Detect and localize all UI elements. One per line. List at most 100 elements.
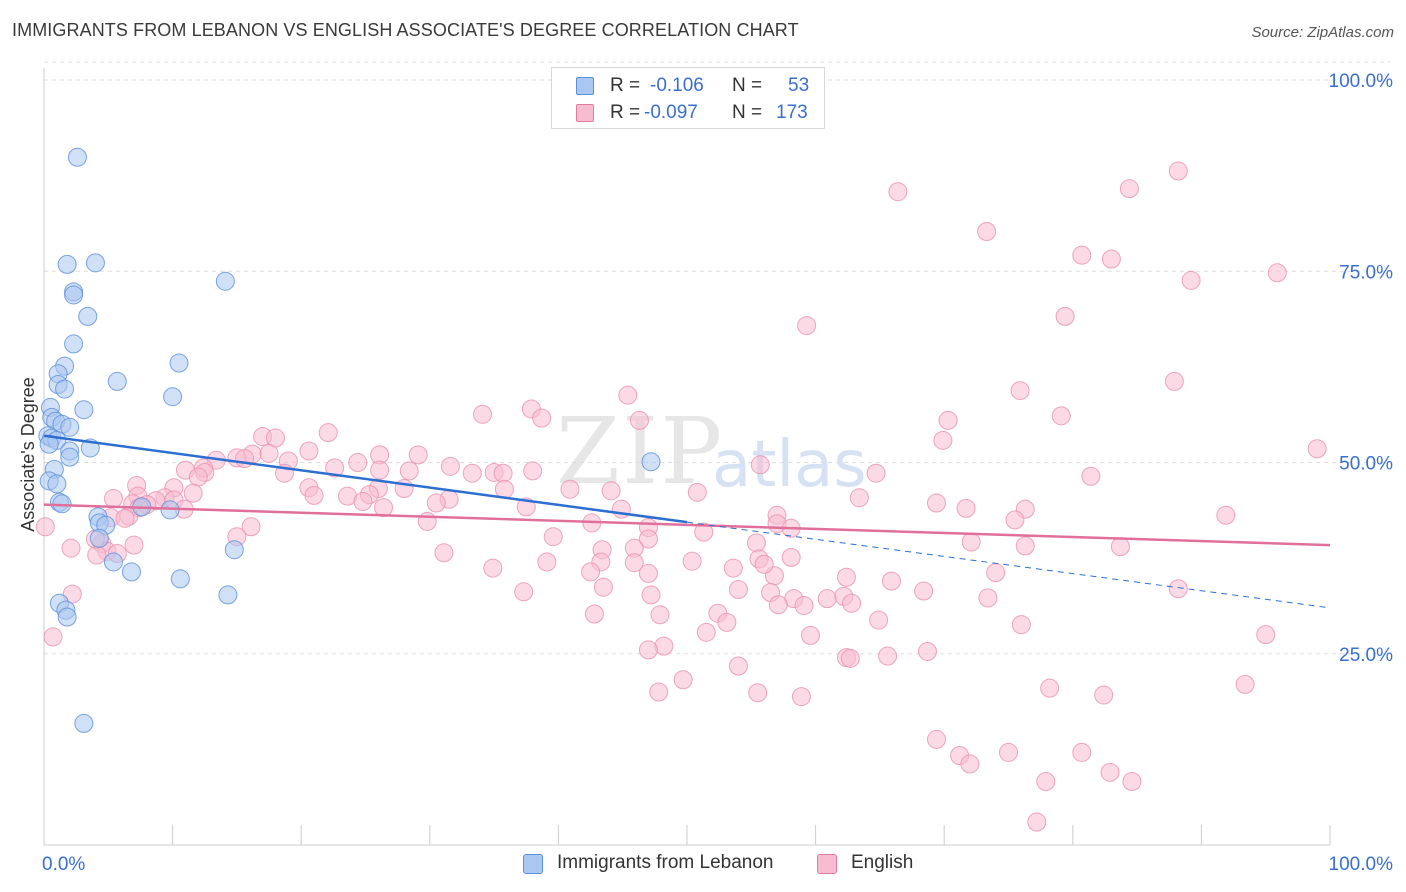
point-english: [914, 581, 934, 601]
point-english: [866, 463, 886, 483]
point-english: [888, 182, 908, 202]
point-lebanon: [64, 285, 84, 305]
point-lebanon: [641, 452, 661, 472]
point-english: [728, 656, 748, 676]
point-english: [797, 316, 817, 336]
point-english: [1094, 685, 1114, 705]
point-lebanon: [67, 147, 87, 167]
point-english: [938, 410, 958, 430]
point-english: [977, 221, 997, 241]
point-english: [1055, 306, 1075, 326]
trendline-english: [43, 503, 1331, 547]
point-english: [840, 648, 860, 668]
point-lebanon: [39, 434, 59, 454]
point-english: [1100, 762, 1120, 782]
point-english: [408, 445, 428, 465]
point-english: [1119, 179, 1139, 199]
point-english: [638, 563, 658, 583]
point-english: [791, 687, 811, 707]
legend-n-label: N =: [732, 75, 763, 96]
point-english: [62, 584, 82, 604]
point-english: [1101, 249, 1121, 269]
point-english: [537, 552, 557, 572]
bottom-legend-label-lebanon: Immigrants from Lebanon: [557, 852, 774, 873]
point-english: [933, 430, 953, 450]
point-english: [650, 605, 670, 625]
point-lebanon: [60, 417, 80, 437]
y-axis-title: Associate's Degree: [18, 377, 38, 532]
point-english: [717, 612, 737, 632]
legend-r-value: -0.097: [644, 102, 698, 123]
point-english: [374, 498, 394, 518]
point-english: [483, 558, 503, 578]
point-english: [543, 527, 563, 547]
point-english: [869, 610, 889, 630]
point-english: [532, 408, 552, 428]
point-english: [103, 488, 123, 508]
y-tick-label: 50.0%: [1339, 454, 1393, 475]
point-english: [723, 558, 743, 578]
point-english: [1168, 579, 1188, 599]
point-english: [1216, 505, 1236, 525]
point-english: [1051, 406, 1071, 426]
point-english: [514, 582, 534, 602]
point-english: [682, 551, 702, 571]
point-english: [1122, 772, 1142, 792]
legend-r-label: R =: [610, 75, 641, 96]
point-english: [638, 640, 658, 660]
point-english: [417, 511, 437, 531]
point-english: [750, 455, 770, 475]
point-english: [1081, 466, 1101, 486]
point-english: [926, 493, 946, 513]
point-english: [593, 577, 613, 597]
point-english: [560, 479, 580, 499]
point-lebanon: [218, 585, 238, 605]
bottom-legend-label-english: English: [851, 852, 914, 873]
trendline-lebanon-extension: [686, 521, 1331, 609]
legend-swatch-english: [576, 104, 594, 122]
point-english: [259, 443, 279, 463]
point-english: [1181, 270, 1201, 290]
point-english: [188, 467, 208, 487]
point-english: [1011, 615, 1031, 635]
point-lebanon: [74, 713, 94, 733]
point-english: [353, 492, 373, 512]
point-english: [1072, 742, 1092, 762]
point-english: [462, 463, 482, 483]
point-english: [1110, 537, 1130, 557]
point-english: [638, 529, 658, 549]
point-english: [1036, 772, 1056, 792]
point-english: [641, 585, 661, 605]
point-english: [1267, 263, 1287, 283]
point-english: [956, 498, 976, 518]
point-english: [878, 646, 898, 666]
point-english: [881, 571, 901, 591]
point-english: [694, 522, 714, 542]
point-lebanon: [89, 528, 109, 548]
point-english: [426, 493, 446, 513]
legend-n-value: 173: [776, 102, 808, 123]
point-english: [687, 482, 707, 502]
chart-source: Source: ZipAtlas.com: [1251, 24, 1394, 41]
point-english: [601, 481, 621, 501]
stats-legend: R = -0.106 N = 53 R = -0.097 N = 173: [551, 67, 825, 129]
point-english: [183, 483, 203, 503]
point-english: [235, 449, 255, 469]
point-english: [999, 742, 1018, 762]
point-lebanon: [169, 353, 189, 373]
point-english: [584, 604, 604, 624]
point-lebanon: [57, 607, 77, 627]
point-english: [978, 588, 998, 608]
point-english: [746, 533, 766, 553]
point-english: [325, 458, 345, 478]
point-english: [800, 625, 820, 645]
point-english: [43, 627, 63, 647]
point-english: [1072, 245, 1092, 265]
point-english: [35, 517, 55, 537]
point-english: [836, 567, 856, 587]
point-english: [781, 547, 801, 567]
point-english: [618, 385, 638, 405]
point-lebanon: [60, 447, 80, 467]
point-lebanon: [224, 540, 244, 560]
